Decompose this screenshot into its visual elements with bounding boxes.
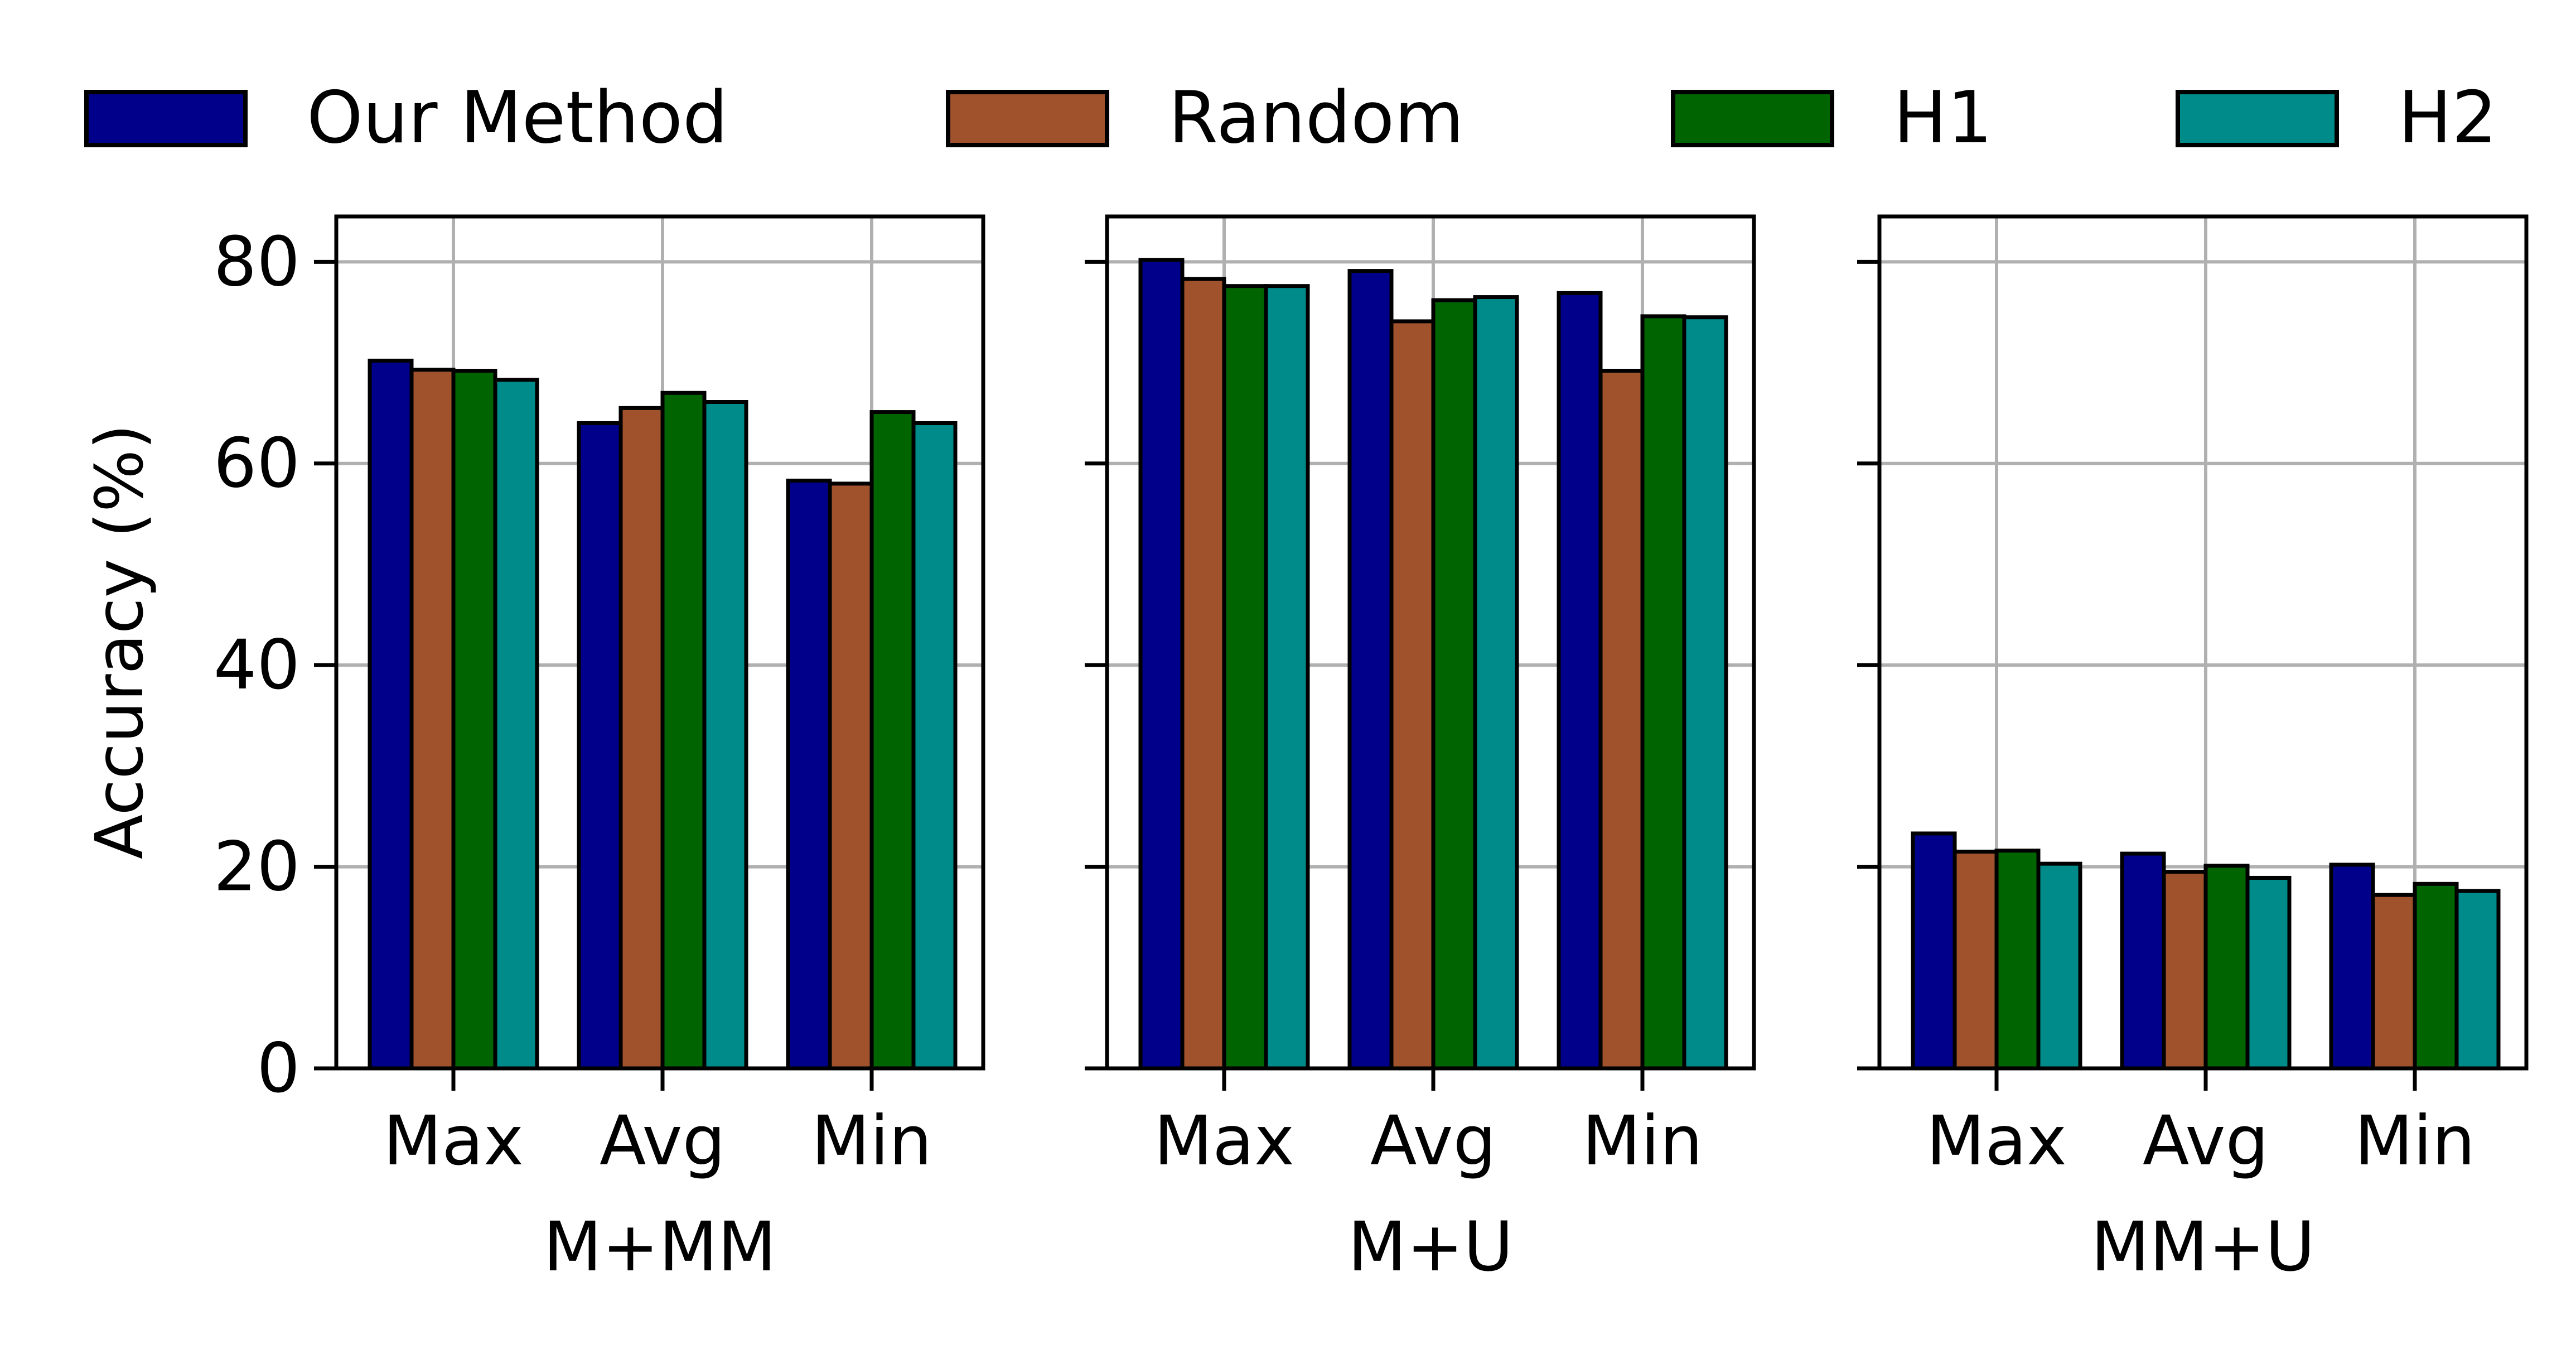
bar-random-max: [1952, 849, 1999, 1071]
bar-h2-avg: [2245, 875, 2292, 1071]
legend-label-our-method: Our Method: [307, 76, 728, 160]
x-axis-label: M+MM: [543, 1207, 776, 1287]
x-tick-label-min: Min: [2355, 1101, 2475, 1181]
legend: Our Method Random H1 H2: [84, 76, 2497, 160]
bar-our-method-min: [2329, 863, 2375, 1071]
y-tick-label: 60: [214, 424, 300, 503]
x-axis-label: M+U: [1348, 1207, 1514, 1287]
bar-h2-avg: [1473, 295, 1519, 1071]
bar-h1-max: [1994, 849, 2041, 1071]
plot-frame: [1105, 214, 1756, 1071]
bar-h2-avg: [702, 400, 748, 1071]
x-tick-label-max: Max: [1926, 1101, 2067, 1181]
y-tick-label: 0: [257, 1029, 300, 1108]
bar-random-max: [409, 368, 456, 1071]
bar-h1-max: [1222, 284, 1268, 1071]
bar-our-method-max: [1138, 258, 1185, 1071]
legend-label-random: Random: [1168, 76, 1464, 160]
legend-label-h1: H1: [1893, 76, 1993, 160]
bar-h2-max: [493, 378, 539, 1071]
bar-h1-max: [451, 368, 497, 1071]
bar-h1-avg: [660, 391, 707, 1071]
bar-our-method-max: [368, 358, 414, 1071]
legend-swatch-h2: [2176, 90, 2339, 147]
panel-m-u: Max Avg Min M+U: [1085, 214, 1756, 1287]
bar-h2-min: [911, 421, 958, 1071]
bar-our-method-min: [1557, 291, 1603, 1071]
bar-random-min: [2371, 893, 2417, 1071]
plot-frame: [334, 214, 985, 1071]
legend-swatch-random: [946, 90, 1109, 147]
y-tick-label: 80: [214, 222, 300, 301]
x-tick-label-avg: Avg: [2143, 1101, 2269, 1181]
bar-h1-min: [2413, 881, 2459, 1071]
bar-h1-min: [869, 410, 916, 1071]
bar-h2-min: [2454, 889, 2501, 1071]
bar-our-method-min: [786, 478, 832, 1071]
legend-swatch-h1: [1671, 90, 1834, 147]
bar-h1-min: [1640, 314, 1686, 1071]
y-axis-label: Accuracy (%): [81, 424, 158, 859]
bar-our-method-avg: [577, 421, 623, 1071]
bar-random-avg: [2162, 870, 2208, 1071]
bar-random-avg: [1389, 319, 1436, 1071]
x-tick-label-avg: Avg: [1370, 1101, 1496, 1181]
x-tick-label-avg: Avg: [600, 1101, 726, 1181]
x-tick-label-min: Min: [811, 1101, 932, 1181]
y-tick-label: 20: [214, 827, 300, 907]
plot-frame: [1877, 214, 2529, 1071]
bar-h1-avg: [1431, 298, 1477, 1071]
bar-random-avg: [618, 406, 665, 1071]
bar-h1-avg: [2203, 864, 2250, 1071]
bar-our-method-avg: [1347, 269, 1394, 1071]
bar-h2-max: [2036, 861, 2082, 1071]
bar-h2-min: [1682, 315, 1728, 1071]
legend-swatch-our-method: [84, 90, 248, 147]
y-tick-label: 40: [214, 625, 300, 705]
x-tick-label-max: Max: [383, 1101, 524, 1181]
bar-our-method-avg: [2120, 851, 2166, 1071]
bar-our-method-max: [1911, 831, 1957, 1071]
panel-m-mm: 0 20 40 60 80 Max Avg Min M+MM: [214, 214, 985, 1287]
legend-label-h2: H2: [2398, 76, 2497, 160]
x-tick-label-max: Max: [1154, 1101, 1294, 1181]
x-axis-label: MM+U: [2091, 1207, 2315, 1287]
bar-h2-max: [1264, 284, 1310, 1071]
bar-random-min: [828, 481, 874, 1071]
bar-random-max: [1180, 277, 1226, 1071]
panel-mm-u: Max Avg Min MM+U: [1857, 214, 2529, 1287]
bar-random-min: [1598, 368, 1645, 1071]
x-tick-label-min: Min: [1582, 1101, 1703, 1181]
